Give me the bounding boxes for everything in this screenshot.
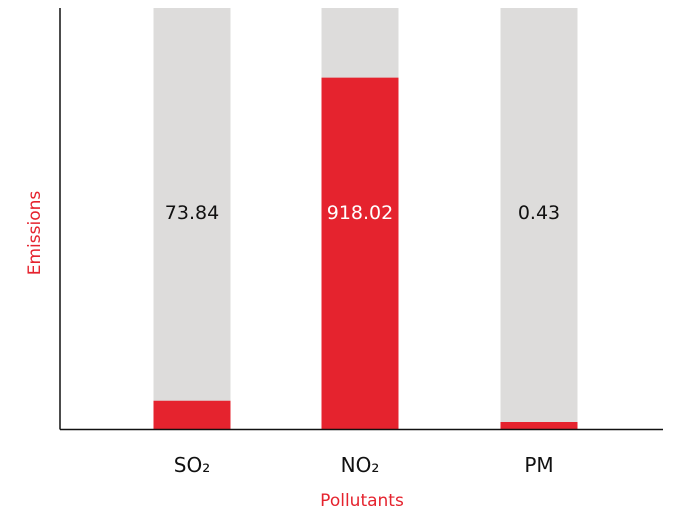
data-labels: 73.84 918.02 0.43 [165, 202, 560, 224]
x-tick-label-2: PM [524, 453, 553, 477]
bar-track-0 [153, 8, 231, 429]
data-label-1: 918.02 [327, 202, 393, 224]
x-tick-label-0: SO₂ [174, 453, 210, 477]
data-label-2: 0.43 [518, 202, 560, 224]
data-label-0: 73.84 [165, 202, 219, 224]
bar-0 [153, 400, 231, 429]
bar-2 [500, 422, 578, 429]
x-tick-labels: SO₂ NO₂ PM [174, 453, 554, 477]
bar-track-2 [500, 8, 578, 429]
x-axis-title: Pollutants [320, 491, 404, 511]
bar-1 [321, 77, 399, 429]
x-tick-label-1: NO₂ [341, 453, 380, 477]
bars [153, 77, 578, 429]
y-axis-title: Emissions [25, 191, 45, 276]
